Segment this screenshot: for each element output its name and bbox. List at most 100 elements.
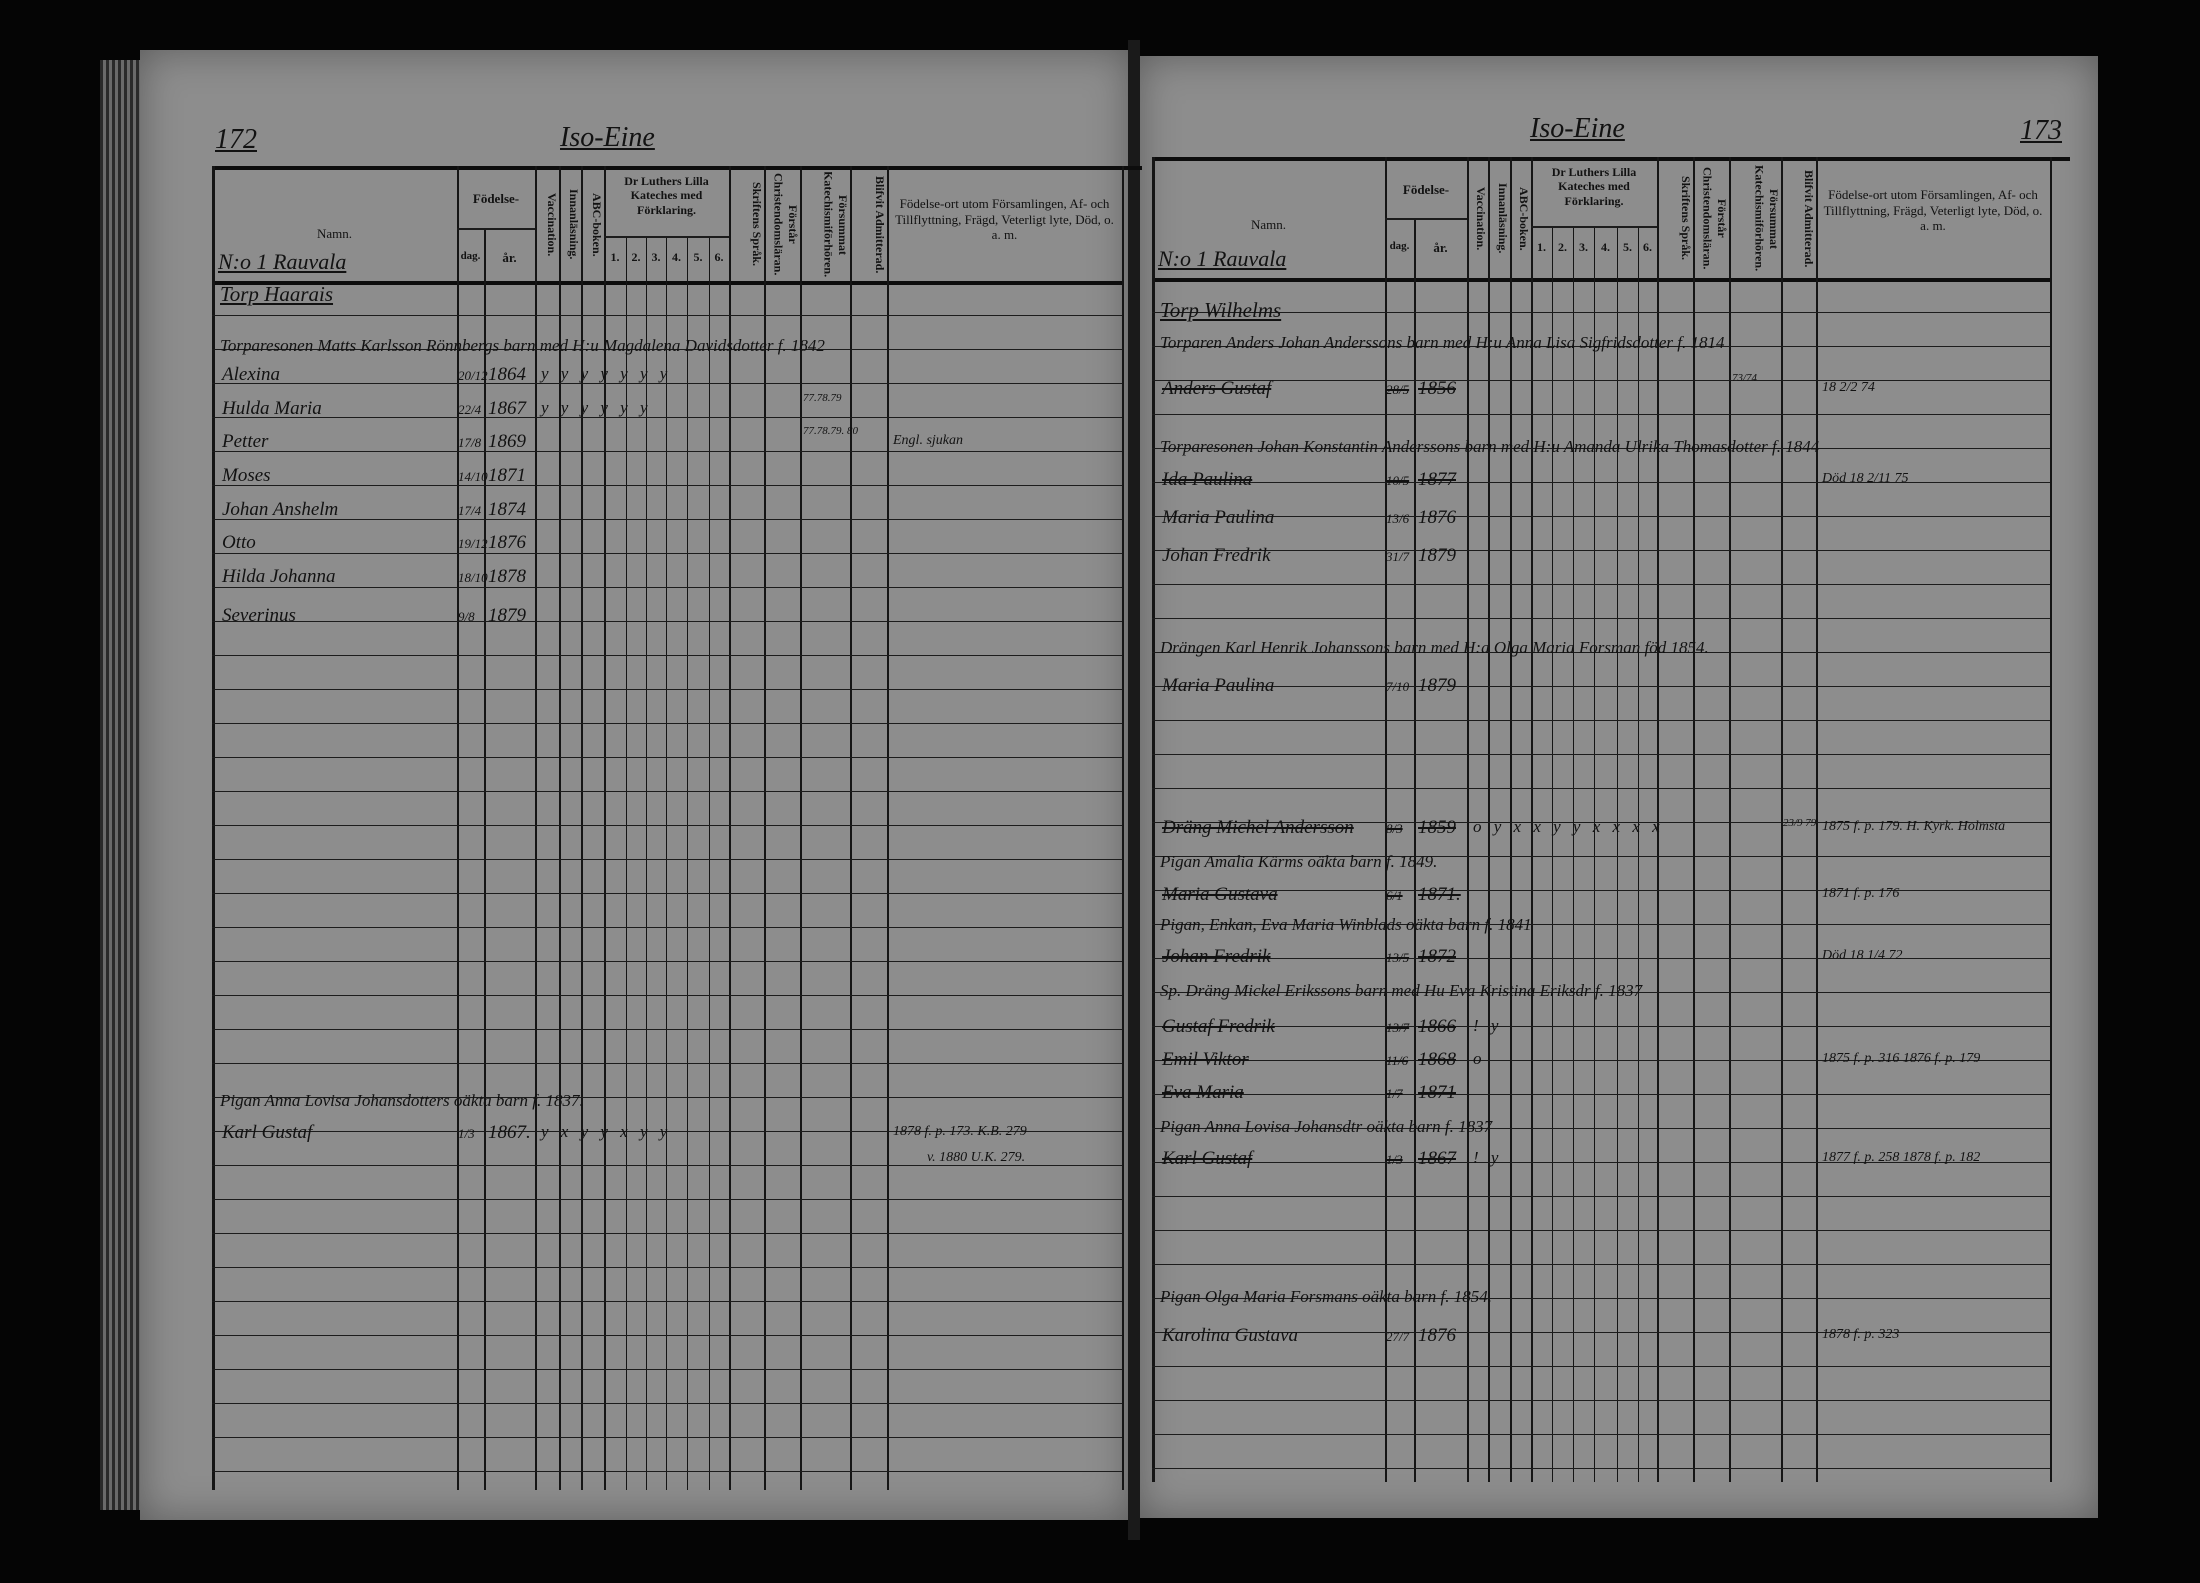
header-bottom-rule bbox=[212, 281, 1122, 285]
entry-name: Otto bbox=[222, 532, 256, 553]
entry-birth-day: 1/3 bbox=[458, 1126, 475, 1141]
column-divider bbox=[1729, 157, 1731, 1482]
table-right-border bbox=[1122, 166, 1124, 1490]
column-divider bbox=[1414, 218, 1416, 1482]
table-right-border bbox=[2050, 157, 2052, 1482]
entry-katekes-marks: y y y y y y y bbox=[541, 364, 672, 383]
column-divider bbox=[1781, 157, 1783, 1482]
row-rule bbox=[1152, 1434, 2050, 1435]
entry-note: 1878 f. p. 173. K.B. 279 bbox=[893, 1124, 1027, 1139]
entry-name: Karl Gustaf bbox=[1162, 1148, 1253, 1169]
row-rule bbox=[1152, 1366, 2050, 1367]
entry-birth-year: 1867. bbox=[488, 1122, 531, 1143]
fodelse-sub-rule bbox=[1385, 218, 1467, 220]
header-blifvit: Blifvit Admitterad. bbox=[873, 175, 887, 274]
row-rule bbox=[1152, 788, 2050, 789]
column-divider bbox=[626, 236, 627, 1490]
column-divider bbox=[850, 166, 852, 1490]
entry-household: Sp. Dräng Mickel Erikssons barn med Hu E… bbox=[1160, 981, 1643, 1000]
row-rule bbox=[212, 1097, 1122, 1098]
row-rule bbox=[212, 961, 1122, 962]
row-rule bbox=[1152, 618, 2050, 619]
entry-birth-day: 19/12 bbox=[458, 536, 488, 551]
header-dag: dag. bbox=[1389, 240, 1410, 252]
entry-household: Pigan Anna Lovisa Johansdotters oäkta ba… bbox=[220, 1091, 584, 1110]
row-rule bbox=[1152, 992, 2050, 993]
row-rule bbox=[212, 1063, 1122, 1064]
entry-birth-day: 8/3 bbox=[1386, 821, 1403, 836]
entry-birth-day: 14/10 bbox=[458, 469, 488, 484]
row-rule bbox=[1152, 1400, 2050, 1401]
header-katekes-1: 1. bbox=[610, 250, 620, 264]
entry-household: Drängen Karl Henrik Johanssons barn med … bbox=[1160, 638, 1709, 657]
entry-name: Karl Gustaf bbox=[222, 1122, 313, 1143]
entry-household: Torparen Anders Johan Anderssons barn me… bbox=[1160, 333, 1725, 352]
entry-birth-year: 1859 bbox=[1418, 817, 1456, 838]
entry-birth-year: 1866 bbox=[1418, 1016, 1456, 1037]
row-rule bbox=[212, 1029, 1122, 1030]
header-abc: ABC-boken. bbox=[590, 192, 604, 257]
header-katekes-2: 2. bbox=[631, 250, 641, 264]
book-spine bbox=[1128, 40, 1140, 1540]
row-rule bbox=[212, 1233, 1122, 1234]
entry-katekes-marks: ! y bbox=[1473, 1148, 1503, 1167]
column-divider bbox=[535, 166, 537, 1490]
row-rule bbox=[1152, 856, 2050, 857]
row-rule bbox=[1152, 584, 2050, 585]
header-vaccination: Vaccination. bbox=[545, 192, 559, 257]
column-divider bbox=[581, 166, 583, 1490]
entry-birth-day: 17/8 bbox=[458, 435, 482, 450]
entry-birth-day: 22/4 bbox=[458, 402, 482, 417]
entry-name: Maria Paulina bbox=[1162, 675, 1275, 696]
entry-birth-day: 20/12 bbox=[458, 368, 488, 383]
row-rule bbox=[212, 723, 1122, 724]
entry-note: 1878 f. p. 323 bbox=[1822, 1327, 1900, 1342]
entry-katekes-marks: y x y y x y y bbox=[541, 1122, 672, 1141]
entry-household: Torparesonen Matts Karlsson Rönnbergs ba… bbox=[220, 336, 825, 355]
entry-household: Pigan Amalia Kärms oäkta barn f. 1849. bbox=[1160, 852, 1438, 871]
entry-birth-year: 1877 bbox=[1418, 469, 1456, 490]
entry-birth-year: 1868 bbox=[1418, 1049, 1456, 1070]
entry-note: 18 2/2 74 bbox=[1822, 380, 1875, 395]
entry-birth-day: 13/6 bbox=[1386, 511, 1410, 526]
entry-birth-day: 1/7 bbox=[1386, 1086, 1403, 1101]
header-fodelseort: Födelse-ort utom Församlingen, Af- och T… bbox=[1823, 187, 2043, 234]
column-divider bbox=[1693, 157, 1695, 1482]
row-rule bbox=[212, 1165, 1122, 1166]
header-forsummat: Försummat Katechismiförhören. bbox=[821, 172, 850, 277]
entry-birth-year: 1856 bbox=[1418, 378, 1456, 399]
header-katekes: Dr Luthers Lilla Kateches med Förklaring… bbox=[1551, 165, 1637, 208]
column-divider bbox=[1638, 226, 1639, 1482]
entry-name: Ida Paulina bbox=[1162, 469, 1253, 490]
table-top-rule bbox=[212, 166, 1142, 170]
row-rule bbox=[212, 655, 1122, 656]
entry-name: Gustaf Fredrik bbox=[1162, 1016, 1275, 1037]
entry-name: Moses bbox=[222, 465, 271, 486]
row-rule bbox=[212, 1267, 1122, 1268]
row-rule bbox=[1152, 346, 2050, 347]
row-rule bbox=[212, 893, 1122, 894]
entry-name: Johan Fredrik bbox=[1162, 946, 1271, 967]
entry-household: Pigan Olga Maria Forsmans oäkta barn f. … bbox=[1160, 1287, 1492, 1306]
row-rule bbox=[212, 689, 1122, 690]
entry-katekes-marks: o y x x y y x x x x bbox=[1473, 817, 1664, 836]
entry-note: 1871 f. p. 176 bbox=[1822, 886, 1900, 901]
entry-birth-day: 1/3 bbox=[1386, 1152, 1403, 1167]
header-katekes-5: 5. bbox=[693, 250, 703, 264]
column-divider bbox=[604, 166, 606, 1490]
row-rule bbox=[1152, 482, 2050, 483]
entry-birth-year: 1876 bbox=[488, 532, 526, 553]
entry-forsummat: 77.78.79. 80 bbox=[803, 425, 858, 437]
entry-birth-day: 10/5 bbox=[1386, 473, 1410, 488]
row-rule bbox=[212, 757, 1122, 758]
entry-birth-year: 1876 bbox=[1418, 507, 1456, 528]
row-rule bbox=[1152, 1468, 2050, 1469]
header-katekes-4: 4. bbox=[1601, 240, 1610, 254]
entry-birth-year: 1879 bbox=[1418, 545, 1456, 566]
row-rule bbox=[1152, 1094, 2050, 1095]
header-skriftens: Skriftens Språk. bbox=[750, 182, 764, 267]
page-number: 172 bbox=[215, 124, 257, 155]
entry-name: Hulda Maria bbox=[222, 398, 322, 419]
row-rule bbox=[212, 519, 1122, 520]
header-katekes-2: 2. bbox=[1558, 240, 1567, 254]
